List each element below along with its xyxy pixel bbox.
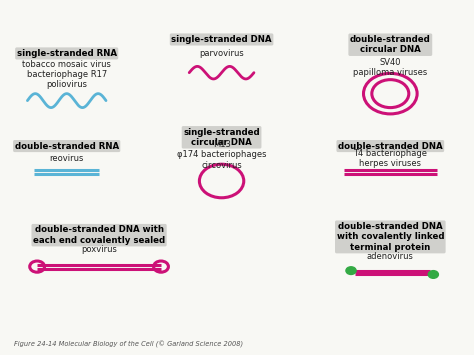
Text: SV40
papilloma viruses: SV40 papilloma viruses <box>353 58 428 77</box>
Text: adenovirus: adenovirus <box>367 252 414 261</box>
Text: reovirus: reovirus <box>49 154 84 163</box>
Text: double-stranded DNA: double-stranded DNA <box>338 142 443 151</box>
Text: double-stranded DNA
with covalently linked
terminal protein: double-stranded DNA with covalently link… <box>337 222 444 252</box>
Circle shape <box>346 267 356 274</box>
Text: double-stranded RNA: double-stranded RNA <box>15 142 119 151</box>
Text: double-stranded
circular DNA: double-stranded circular DNA <box>350 35 431 54</box>
Text: Figure 24-14 Molecular Biology of the Cell (© Garland Science 2008): Figure 24-14 Molecular Biology of the Ce… <box>14 341 243 348</box>
Text: poxvirus: poxvirus <box>81 245 117 253</box>
Text: double-stranded DNA with
each end covalently sealed: double-stranded DNA with each end covale… <box>33 225 165 245</box>
Text: M13
φ174 bacteriophages
circovirus: M13 φ174 bacteriophages circovirus <box>177 140 266 170</box>
Text: tobacco mosaic virus
bacteriophage R17
poliovirus: tobacco mosaic virus bacteriophage R17 p… <box>22 60 111 89</box>
Text: T4 bacteriophage
herpes viruses: T4 bacteriophage herpes viruses <box>353 149 428 168</box>
Text: single-stranded
circular DNA: single-stranded circular DNA <box>183 127 260 147</box>
Text: single-stranded RNA: single-stranded RNA <box>17 49 117 58</box>
Circle shape <box>428 271 438 278</box>
Text: single-stranded DNA: single-stranded DNA <box>171 35 272 44</box>
Text: parvovirus: parvovirus <box>199 49 244 58</box>
